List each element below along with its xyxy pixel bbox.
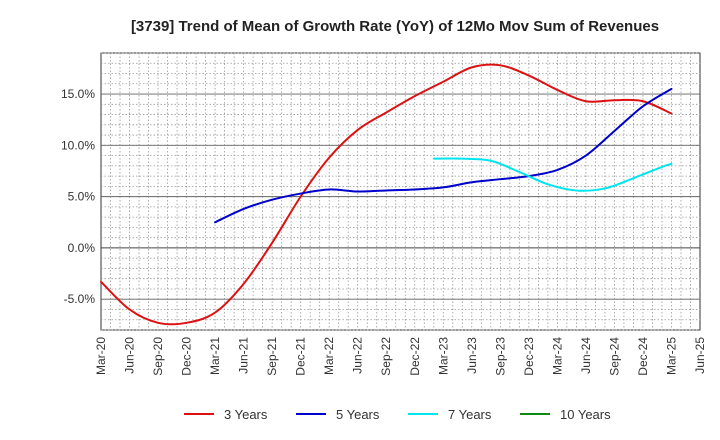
x-tick-label: Dec-23 <box>522 337 536 376</box>
plot-area <box>100 52 701 331</box>
y-tick-label: 10.0% <box>61 138 95 152</box>
x-tick-label: Mar-25 <box>664 337 678 375</box>
legend-label-7-years: 7 Years <box>448 407 492 422</box>
legend: 3 Years 5 Years 7 Years 10 Years <box>184 407 611 422</box>
x-tick-label: Mar-20 <box>94 337 108 375</box>
series-line-5-years <box>214 87 673 224</box>
x-tick-label: Jun-21 <box>237 337 251 374</box>
x-tick-label: Jun-22 <box>351 337 365 374</box>
x-tick-label: Dec-24 <box>636 337 650 376</box>
x-tick-label: Dec-20 <box>180 337 194 376</box>
x-tick-label: Sep-22 <box>379 337 393 376</box>
x-tick-label: Dec-21 <box>294 337 308 376</box>
legend-label-5-years: 5 Years <box>336 407 380 422</box>
series-lines <box>100 63 673 326</box>
x-tick-label: Mar-21 <box>208 337 222 375</box>
y-tick-label: 15.0% <box>61 87 95 101</box>
axes: -5.0% 0.0% 5.0% 10.0% 15.0% Mar-20 Jun-20 Sep-2… <box>61 87 707 376</box>
x-tick-label: Sep-20 <box>151 337 165 376</box>
x-tick-label: Mar-24 <box>550 337 564 375</box>
x-tick-label: Mar-23 <box>436 337 450 375</box>
x-tick-label: Mar-22 <box>322 337 336 375</box>
x-tick-label: Sep-23 <box>493 337 507 376</box>
series-line-7-years <box>432 157 673 192</box>
series-line-3-years <box>100 63 673 326</box>
y-tick-label: 5.0% <box>68 190 96 204</box>
x-tick-label: Jun-20 <box>123 337 137 374</box>
x-tick-label: Sep-21 <box>265 337 279 376</box>
x-tick-label: Dec-22 <box>408 337 422 376</box>
y-tick-label: -5.0% <box>64 292 96 306</box>
x-tick-label: Jun-25 <box>693 337 707 374</box>
x-tick-label: Sep-24 <box>607 337 621 376</box>
x-tick-label: Jun-23 <box>465 337 479 374</box>
grid-lines <box>101 52 700 331</box>
legend-label-10-years: 10 Years <box>560 407 611 422</box>
x-tick-label: Jun-24 <box>579 337 593 374</box>
y-tick-label: 0.0% <box>68 241 96 255</box>
legend-label-3-years: 3 Years <box>224 407 268 422</box>
chart-title: [3739] Trend of Mean of Growth Rate (YoY… <box>131 18 659 35</box>
